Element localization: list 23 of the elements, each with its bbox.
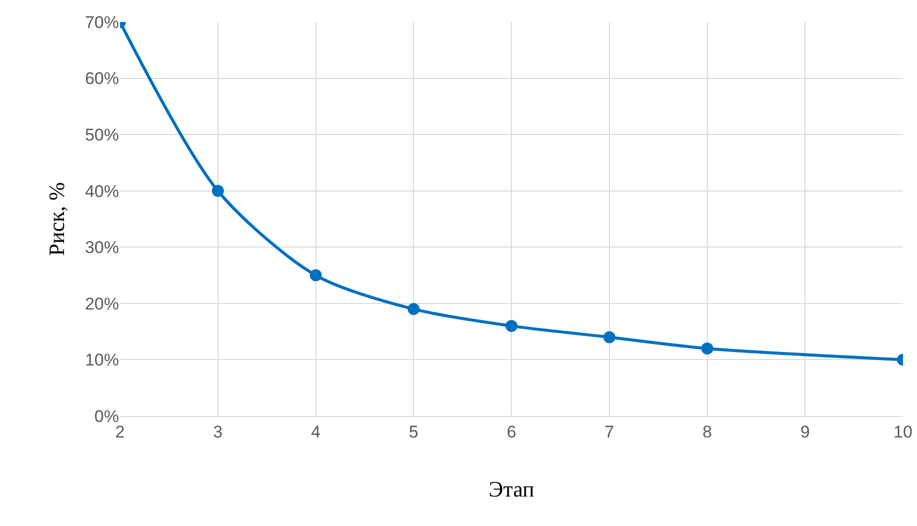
x-tick-label: 3	[213, 422, 223, 442]
point	[701, 342, 714, 354]
y-tick-label: 50%	[84, 126, 119, 145]
point	[506, 320, 518, 332]
x-tick-label: 5	[408, 422, 418, 442]
y-tick-label: 60%	[84, 69, 119, 88]
y-tick-label: 20%	[84, 294, 119, 314]
x-tick-label: 6	[506, 422, 516, 442]
x-axis-title: Этап	[488, 476, 535, 502]
x-tick-label: 4	[311, 422, 320, 442]
x-tick-label: 7	[604, 422, 614, 442]
point	[603, 331, 616, 344]
y-tick-label: 30%	[84, 238, 119, 258]
x-tick-label: 9	[800, 422, 810, 442]
y-axis-title: Риск, %	[44, 182, 69, 256]
point	[310, 269, 322, 282]
y-tick-label: 10%	[84, 350, 119, 370]
y-tick-label: 40%	[84, 182, 119, 201]
x-tick-label: 10	[894, 422, 912, 442]
y-tick-label: 70%	[84, 12, 119, 32]
point	[212, 184, 224, 197]
point	[408, 303, 420, 316]
x-tick-label: 8	[702, 422, 712, 442]
